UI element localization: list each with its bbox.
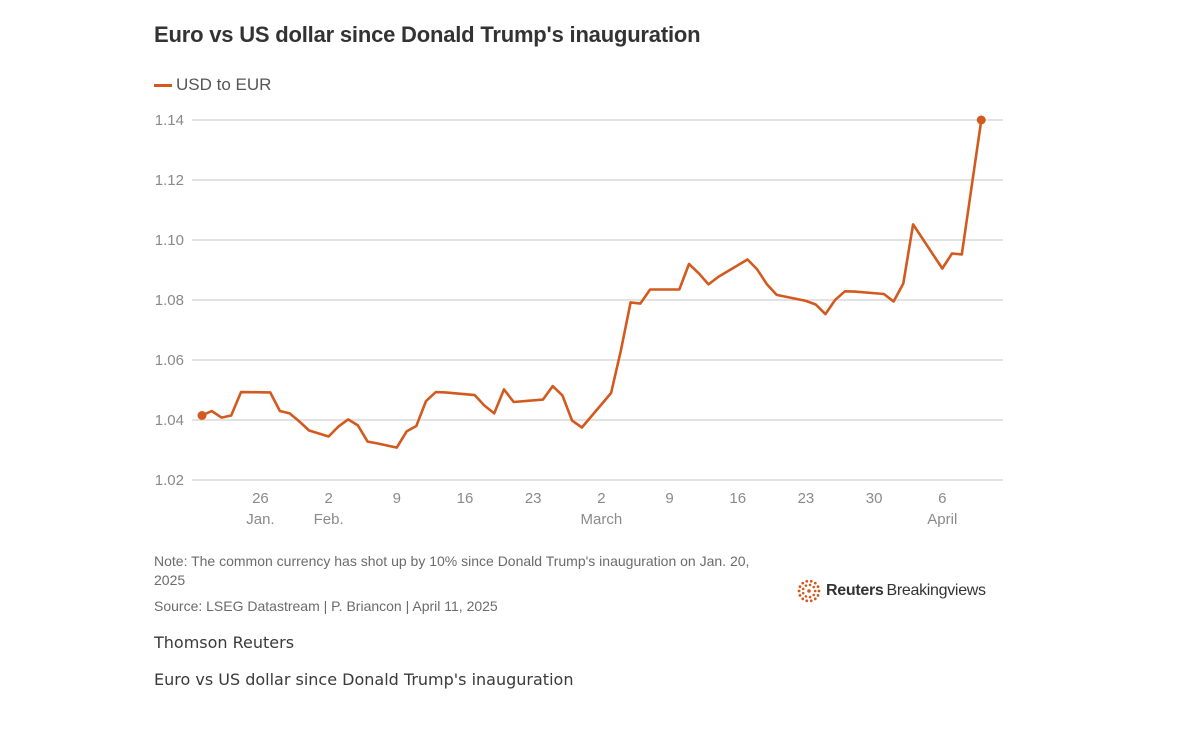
logo-sub: Breakingviews <box>886 582 986 599</box>
legend-label: USD to EUR <box>176 75 272 94</box>
y-tick-label: 1.08 <box>155 292 184 309</box>
y-tick-label: 1.02 <box>155 472 184 489</box>
reuters-breakingviews-logo: Reuters Breakingviews <box>797 579 986 603</box>
x-tick-label: 16 <box>457 490 474 507</box>
end-point-marker <box>976 115 986 125</box>
x-tick-label: 9 <box>665 490 673 507</box>
x-tick-label: 23 <box>525 490 542 507</box>
y-tick-label: 1.10 <box>155 232 184 249</box>
y-tick-label: 1.06 <box>155 352 184 369</box>
chart-note: Note: The common currency has shot up by… <box>154 553 750 588</box>
legend-line-swatch <box>154 83 172 87</box>
series-usd-to-eur <box>197 115 986 449</box>
line-chart: 1.021.041.061.081.101.121.14 26Jan.2Feb.… <box>155 112 1003 528</box>
caption-title: Euro vs US dollar since Donald Trump's i… <box>154 670 574 689</box>
x-tick-label: 30 <box>866 490 883 507</box>
series-line <box>200 118 983 449</box>
reuters-dot-ring-icon <box>797 579 821 603</box>
y-tick-label: 1.14 <box>155 112 184 129</box>
caption-credit: Thomson Reuters <box>154 633 295 652</box>
x-tick-month-label: Feb. <box>314 511 344 528</box>
chart-source: Source: LSEG Datastream | P. Briancon | … <box>154 598 498 614</box>
x-tick-month-label: April <box>927 511 957 528</box>
x-axis-ticks: 26 Jan. 2 Feb. 9 16 23 2 March 9 16 23 30 6 April <box>246 490 957 528</box>
chart-legend: USD to EUR <box>154 75 271 95</box>
x-tick-label: 6 <box>938 490 946 507</box>
x-tick-month-label: Jan. <box>246 511 274 528</box>
x-tick-label: 2 <box>324 490 332 507</box>
x-tick-label: 2 <box>597 490 605 507</box>
x-tick-month-label: March <box>581 511 623 528</box>
y-tick-label: 1.04 <box>155 412 184 429</box>
start-point-marker <box>197 411 207 420</box>
x-tick-label: 23 <box>798 490 815 507</box>
x-tick-label: 9 <box>393 490 401 507</box>
y-axis-ticks: 1.02 1.04 1.06 1.08 1.10 1.12 1.14 <box>155 112 184 489</box>
x-tick-label: 26 <box>252 490 269 507</box>
gridlines <box>192 119 1003 481</box>
x-tick-label: 16 <box>729 490 746 507</box>
chart-title: Euro vs US dollar since Donald Trump's i… <box>154 22 701 47</box>
logo-brand: Reuters <box>826 582 884 599</box>
y-tick-label: 1.12 <box>155 172 184 189</box>
